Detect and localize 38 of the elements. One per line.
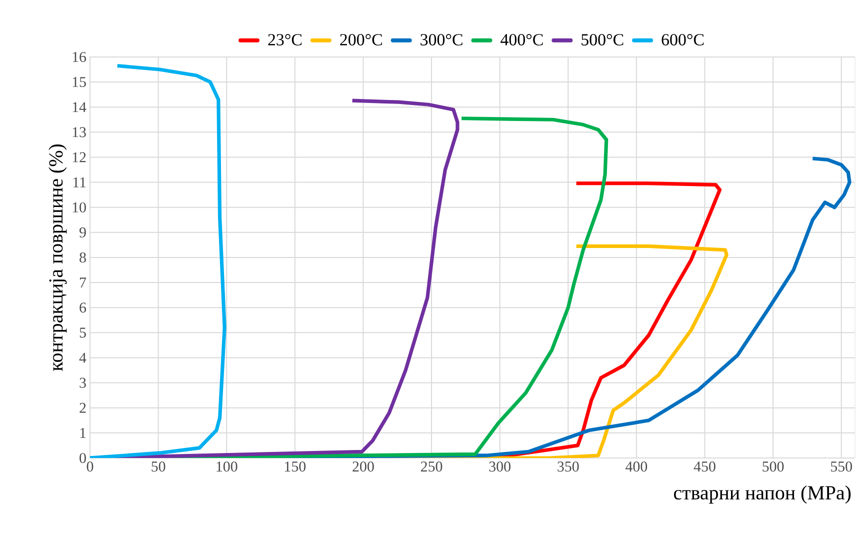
y-tick-label: 5 [80,328,86,338]
y-tick-label: 9 [80,227,86,238]
legend-label: 300°C [420,34,462,46]
legend-label: 23°C [268,34,302,46]
legend-label: 200°C [340,34,382,46]
x-tick-label: 300 [489,462,510,472]
x-tick-label: 550 [831,462,852,472]
y-tick-label: 8 [80,252,86,263]
y-tick-label: 3 [80,378,86,388]
x-axis-title: стварни напон (MPa) [674,486,851,504]
legend-label: 500°C [582,34,624,46]
y-tick-label: 2 [80,402,86,413]
x-tick-label: 100 [216,462,238,472]
x-tick-label: 200 [352,462,374,472]
x-tick-label: 450 [694,462,716,472]
y-tick-label: 7 [80,278,86,288]
x-tick-label: 50 [152,462,166,472]
y-tick-label: 16 [72,52,86,62]
legend-label: 400°C [500,34,543,46]
y-tick-label: 10 [72,202,86,212]
y-tick-label: 1 [80,428,86,438]
y-tick-label: 14 [72,102,86,112]
x-tick-label: 350 [558,462,579,472]
x-tick-label: 400 [626,462,648,472]
y-tick-label: 13 [72,127,86,138]
y-tick-label: 0 [80,452,86,464]
y-tick-label: 6 [80,302,86,313]
x-tick-label: 250 [420,462,442,472]
y-axis-title: контракција површине (%) [48,144,67,372]
x-tick-label: 500 [762,462,784,472]
line-series [90,64,226,458]
x-tick-label: 0 [86,462,94,472]
x-tick-label: 150 [285,462,306,472]
y-tick-label: 15 [72,77,86,88]
legend-label: 600°C [662,34,704,46]
y-tick-label: 11 [73,177,86,188]
y-tick-label: 12 [72,152,86,162]
y-tick-label: 4 [79,352,86,363]
